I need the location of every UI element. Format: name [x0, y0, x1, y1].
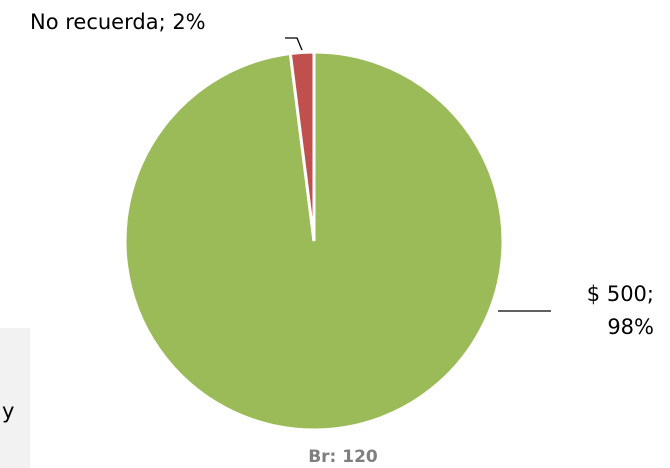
side-panel [0, 328, 30, 468]
note: Br: 120 [308, 447, 378, 467]
pie-slice [288, 50, 316, 242]
side-text: y [2, 399, 14, 423]
data-label: No recuerda; 2% [30, 10, 206, 34]
leader-line [285, 37, 303, 51]
data-label: $ 500; 98% [586, 282, 654, 339]
